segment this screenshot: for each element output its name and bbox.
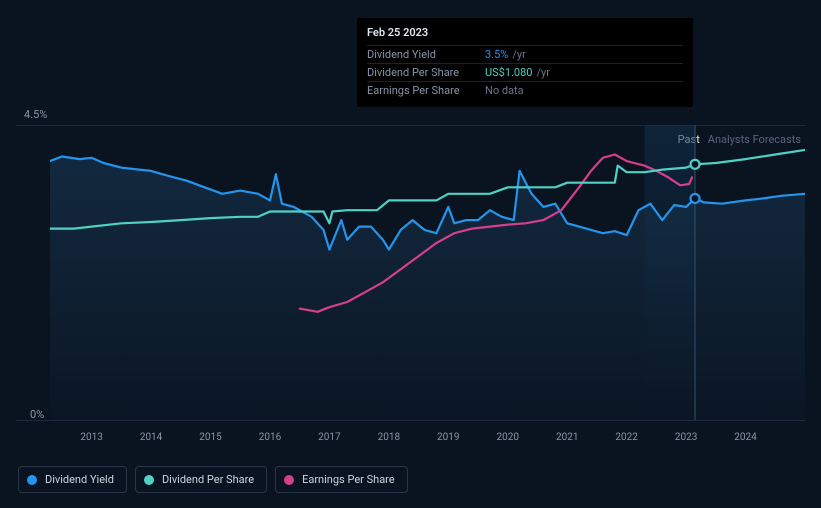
x-tick: 2020 (497, 432, 519, 443)
legend-dot (27, 475, 37, 485)
legend-item-dividend-per-share[interactable]: Dividend Per Share (135, 466, 267, 493)
tooltip-row: Dividend Per ShareUS$1.080/yr (367, 63, 683, 81)
x-axis: 2013 2014 2015 2016 2017 2018 2019 2020 2021 2022… (50, 432, 805, 448)
x-tick: 2021 (556, 432, 578, 443)
tooltip-row-value: No data (485, 84, 524, 97)
tooltip-row-label: Dividend Per Share (367, 66, 485, 79)
x-tick: 2015 (199, 432, 221, 443)
x-tick: 2023 (675, 432, 697, 443)
x-tick: 2016 (259, 432, 281, 443)
legend-label: Dividend Yield (45, 473, 114, 486)
tooltip-date: Feb 25 2023 (367, 26, 683, 39)
tooltip-row-value: US$1.080 (485, 66, 532, 79)
x-tick: 2017 (318, 432, 340, 443)
x-tick: 2019 (437, 432, 459, 443)
tooltip-row-value: 3.5% (485, 48, 508, 61)
legend-item-dividend-yield[interactable]: Dividend Yield (18, 466, 127, 493)
gridline-bottom (16, 420, 805, 421)
tooltip-row-unit: /yr (512, 48, 525, 61)
legend-item-earnings-per-share[interactable]: Earnings Per Share (275, 466, 408, 493)
hover-tooltip: Feb 25 2023 Dividend Yield3.5%/yrDividen… (357, 18, 693, 107)
y-axis-min-label: 0% (30, 408, 44, 421)
tooltip-row-unit: /yr (536, 66, 549, 79)
legend-label: Dividend Per Share (162, 473, 254, 486)
x-tick: 2022 (615, 432, 637, 443)
legend-label: Earnings Per Share (302, 473, 395, 486)
x-tick: 2013 (80, 432, 102, 443)
chart-plot-area[interactable] (50, 125, 805, 420)
tooltip-row-label: Dividend Yield (367, 48, 485, 61)
x-tick: 2014 (140, 432, 162, 443)
tooltip-row: Earnings Per ShareNo data (367, 81, 683, 99)
legend-dot (284, 475, 294, 485)
tooltip-row: Dividend Yield3.5% /yr (367, 45, 683, 63)
x-tick: 2018 (378, 432, 400, 443)
tooltip-row-label: Earnings Per Share (367, 84, 485, 97)
legend-dot (144, 475, 154, 485)
y-axis-max-label: 4.5% (24, 108, 47, 121)
x-tick: 2024 (734, 432, 756, 443)
legend: Dividend Yield Dividend Per Share Earnin… (18, 466, 408, 493)
